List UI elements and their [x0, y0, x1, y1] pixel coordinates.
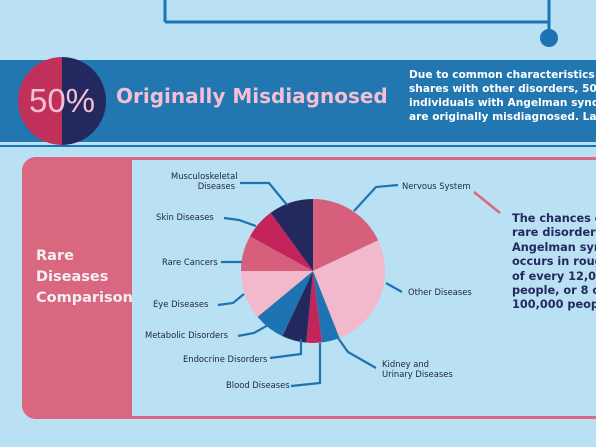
slice-label: Endocrine Disorders	[183, 354, 268, 364]
pie-slice	[282, 271, 313, 343]
leader-line	[290, 343, 322, 388]
panel-tab: Rare Diseases Comparison	[22, 157, 133, 419]
pie-slice	[313, 240, 386, 338]
pie-slice	[257, 271, 313, 337]
badge-right-half	[62, 57, 106, 145]
slice-label: Musculoskeletal Diseases	[171, 171, 238, 191]
slice-label: Eye Diseases	[153, 299, 209, 309]
pie-slice	[241, 236, 313, 271]
top-right-dot	[540, 29, 558, 47]
side-text: The chances of rare disorder is Angelman…	[512, 212, 596, 312]
leader-line	[337, 337, 377, 369]
panel-title: Rare Diseases Comparison	[36, 248, 133, 306]
leader-line	[217, 293, 245, 307]
slice-label: Rare Cancers	[162, 257, 218, 267]
leader-line	[269, 339, 303, 360]
slice-label: Skin Diseases	[156, 212, 214, 222]
slice-label: Other Diseases	[408, 287, 472, 297]
pie-slice	[306, 271, 323, 343]
banner-text: Due to common characteristics that share…	[409, 69, 596, 123]
badge-percent: 50%	[28, 82, 96, 119]
pie-slice	[241, 271, 313, 317]
pointer-line	[473, 191, 501, 214]
leader-line	[385, 282, 403, 293]
leader-line	[223, 216, 257, 228]
slice-label: Nervous System	[402, 181, 471, 191]
badge-left-half	[18, 57, 62, 145]
banner-title: Originally Misdiagnosed	[116, 84, 388, 108]
slice-label: Kidney and Urinary Diseases	[382, 359, 453, 379]
pie-slice	[270, 199, 313, 271]
leader-line	[240, 181, 288, 206]
pie-slice	[313, 271, 340, 343]
slice-label: Blood Diseases	[226, 380, 290, 390]
percent-badge: 50%	[18, 57, 106, 145]
leader-line	[353, 183, 399, 212]
pie-slice	[249, 212, 313, 271]
slice-label: Metabolic Disorders	[145, 330, 228, 340]
pie-slice	[313, 199, 379, 271]
leader-line	[237, 319, 278, 338]
